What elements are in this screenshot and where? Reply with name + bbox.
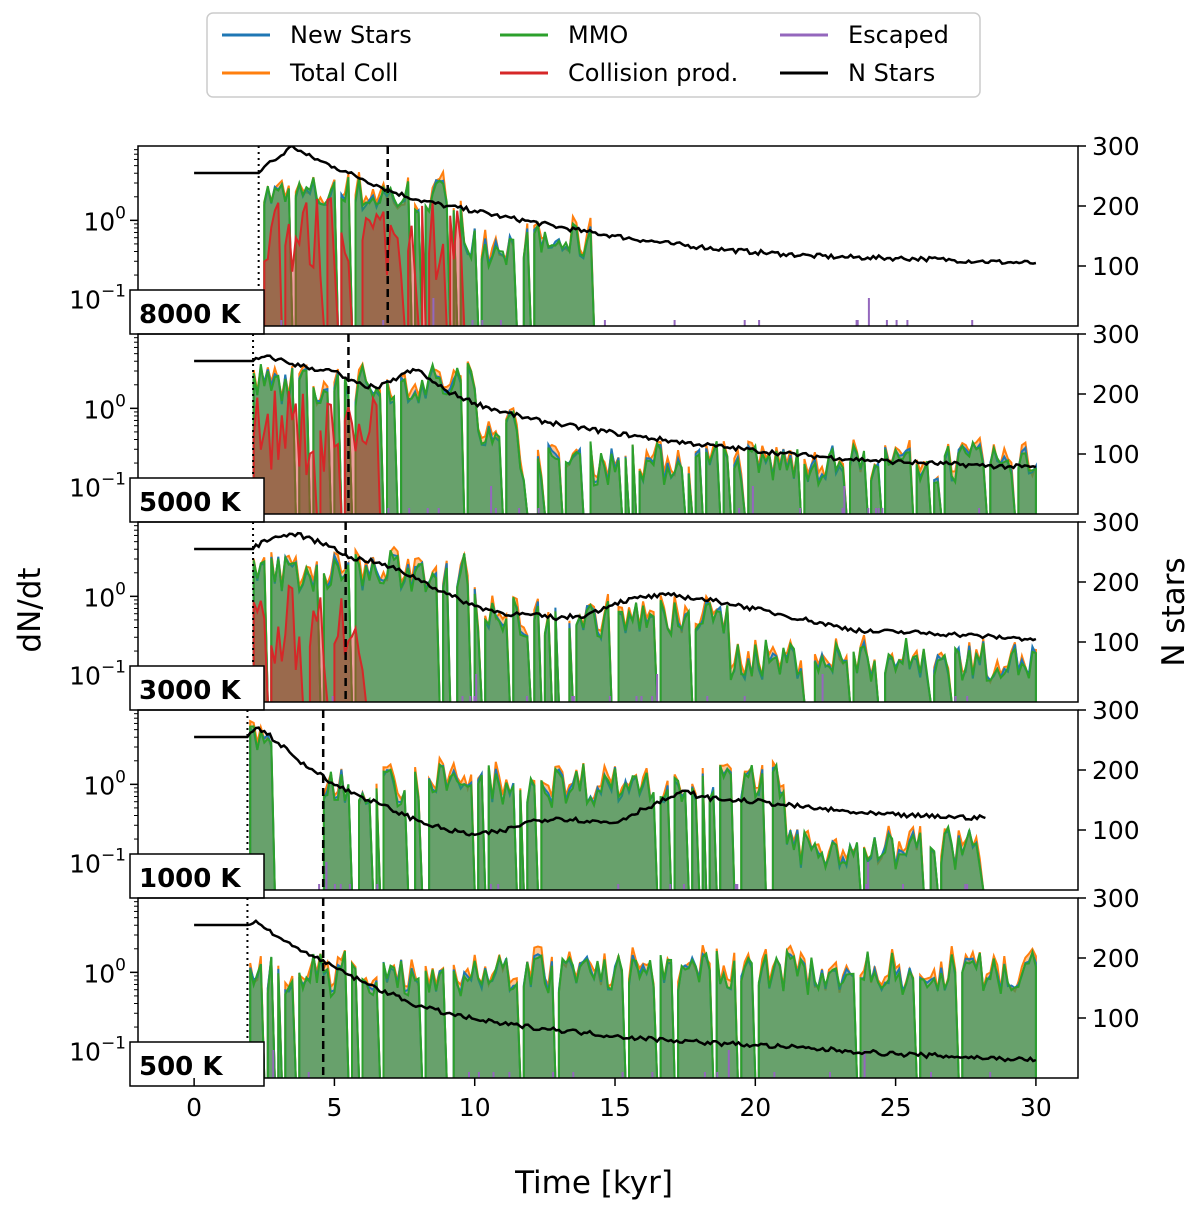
y-axis-left-label: dN/dt	[12, 567, 48, 652]
panel-frame	[137, 521, 1079, 703]
left-tick-label: 100	[83, 391, 126, 424]
legend-label-collision-prod: Collision prod.	[568, 59, 738, 87]
line-n-stars	[194, 726, 986, 837]
right-tick-label: 200	[1092, 568, 1140, 597]
legend-label-total-coll: Total Coll	[289, 59, 398, 87]
right-tick-label: 100	[1092, 628, 1140, 657]
x-axis: 0 5 10 15 20 25 30	[186, 1078, 1052, 1122]
right-tick-label: 100	[1092, 1004, 1140, 1033]
x-tick-label: 30	[1020, 1093, 1052, 1122]
line-mmo	[249, 947, 1037, 1078]
area-collision-prod	[253, 586, 366, 702]
panel-label-box	[129, 1041, 265, 1087]
area-new-stars	[253, 366, 1036, 514]
panels: 10−1 100 100 200 300 8000 K 10−1 100 100 200 300 50…	[69, 132, 1140, 1087]
left-tick-label: 10−1	[69, 282, 126, 315]
x-tick-label: 25	[880, 1093, 912, 1122]
right-tick-label: 300	[1092, 320, 1140, 349]
left-tick-label: 100	[83, 767, 126, 800]
area-total-coll	[250, 945, 1036, 1078]
panel-3000k: 10−1 100 100 200 300 3000 K	[69, 508, 1140, 711]
line-collision-prod	[263, 196, 466, 326]
right-tick-label: 300	[1092, 696, 1140, 725]
left-tick-label: 100	[83, 955, 126, 988]
x-tick-label: 5	[326, 1093, 342, 1122]
area-mmo	[253, 550, 1036, 702]
legend-label-escaped: Escaped	[848, 21, 949, 49]
area-mmo	[250, 726, 984, 890]
panel-label: 5000 K	[139, 488, 241, 518]
line-mmo	[263, 176, 595, 326]
panel-frame	[137, 145, 1079, 327]
panel-5000k: 10−1 100 100 200 300 5000 K	[69, 320, 1140, 523]
left-tick-label: 10−1	[69, 846, 126, 879]
area-new-stars	[250, 728, 984, 890]
right-tick-label: 200	[1092, 380, 1140, 409]
panel-500k: 10−1 100 100 200 300 500 K	[69, 884, 1140, 1087]
right-tick-label: 200	[1092, 756, 1140, 785]
panel-label: 8000 K	[139, 300, 241, 330]
right-tick-label: 200	[1092, 192, 1140, 221]
right-tick-label: 100	[1092, 252, 1140, 281]
line-n-stars	[194, 354, 1037, 471]
right-tick-label: 200	[1092, 944, 1140, 973]
panel-label: 3000 K	[139, 676, 241, 706]
line-n-stars	[194, 531, 1037, 643]
y-axis-right-label: N stars	[1156, 557, 1192, 666]
x-axis-label: Time [kyr]	[514, 1165, 673, 1201]
panel-label-box	[129, 477, 265, 523]
x-tick-label: 10	[459, 1093, 491, 1122]
right-tick-label: 300	[1092, 884, 1140, 913]
panel-label: 500 K	[139, 1052, 223, 1082]
panel-label-box	[129, 289, 265, 335]
left-tick-label: 10−1	[69, 470, 126, 503]
right-tick-label: 300	[1092, 508, 1140, 537]
line-collision-prod	[252, 584, 367, 702]
area-mmo	[250, 951, 1036, 1078]
line-n-stars	[194, 146, 1037, 266]
left-tick-label: 10−1	[69, 1034, 126, 1067]
right-tick-label: 300	[1092, 132, 1140, 161]
panel-label: 1000 K	[139, 864, 241, 894]
area-new-stars	[250, 952, 1036, 1078]
legend-label-n-stars: N Stars	[848, 59, 935, 87]
left-tick-label: 100	[83, 203, 126, 236]
panel-frame	[137, 333, 1079, 515]
area-total-coll	[253, 361, 1036, 514]
x-tick-label: 20	[739, 1093, 771, 1122]
legend: New Stars Total Coll MMO Collision prod. Esc…	[206, 12, 981, 98]
area-total-coll	[253, 547, 1036, 702]
left-tick-label: 10−1	[69, 658, 126, 691]
panel-label-box	[129, 853, 265, 899]
legend-label-mmo: MMO	[568, 21, 628, 49]
right-tick-label: 100	[1092, 440, 1140, 469]
panel-frame	[137, 897, 1079, 1079]
area-total-coll	[250, 721, 984, 890]
x-tick-label: 15	[599, 1093, 631, 1122]
area-mmo	[253, 363, 1036, 514]
left-tick-label: 100	[83, 579, 126, 612]
line-mmo	[252, 361, 1037, 514]
panel-label-box	[129, 665, 265, 711]
panel-frame	[137, 709, 1079, 891]
right-tick-label: 100	[1092, 816, 1140, 845]
legend-label-new-stars: New Stars	[290, 21, 412, 49]
panel-8000k: 10−1 100 100 200 300 8000 K	[69, 132, 1140, 335]
area-collision-prod	[264, 198, 465, 326]
panel-1000k: 10−1 100 100 200 300 1000 K	[69, 696, 1140, 899]
x-tick-label: 0	[186, 1093, 202, 1122]
line-collision-prod	[252, 390, 381, 514]
line-n-stars	[194, 919, 1037, 1063]
